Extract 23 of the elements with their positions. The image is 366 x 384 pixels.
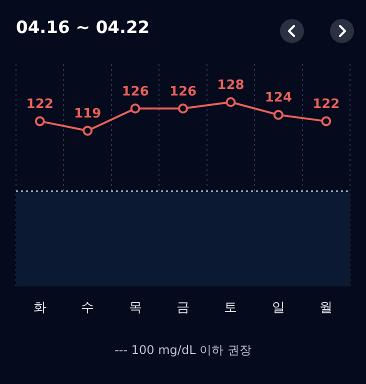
data-label: 124 <box>264 90 292 106</box>
point <box>82 126 93 136</box>
x-tick-label: 수 <box>81 300 94 316</box>
x-tick-label: 금 <box>176 300 190 316</box>
x-tick-label: 화 <box>33 300 46 316</box>
point <box>321 116 332 126</box>
x-tick-label: 월 <box>320 300 333 316</box>
data-label: 126 <box>169 84 197 100</box>
x-tick-label: 일 <box>272 300 285 316</box>
x-tick-label: 토 <box>224 300 238 316</box>
chart-title: 04.16 ~ 04.22 <box>16 18 150 38</box>
data-label: 128 <box>217 78 244 93</box>
point <box>34 116 45 126</box>
data-label: 122 <box>26 97 54 112</box>
data-label: 122 <box>312 97 340 112</box>
point <box>130 103 140 114</box>
point <box>273 110 284 120</box>
data-label: 126 <box>122 84 149 100</box>
point <box>178 103 188 114</box>
text: --- 100 mg/dL 이하 권장 <box>114 342 252 359</box>
x-tick-label: 목 <box>128 300 142 316</box>
point <box>226 97 236 108</box>
data-label: 119 <box>74 106 102 122</box>
